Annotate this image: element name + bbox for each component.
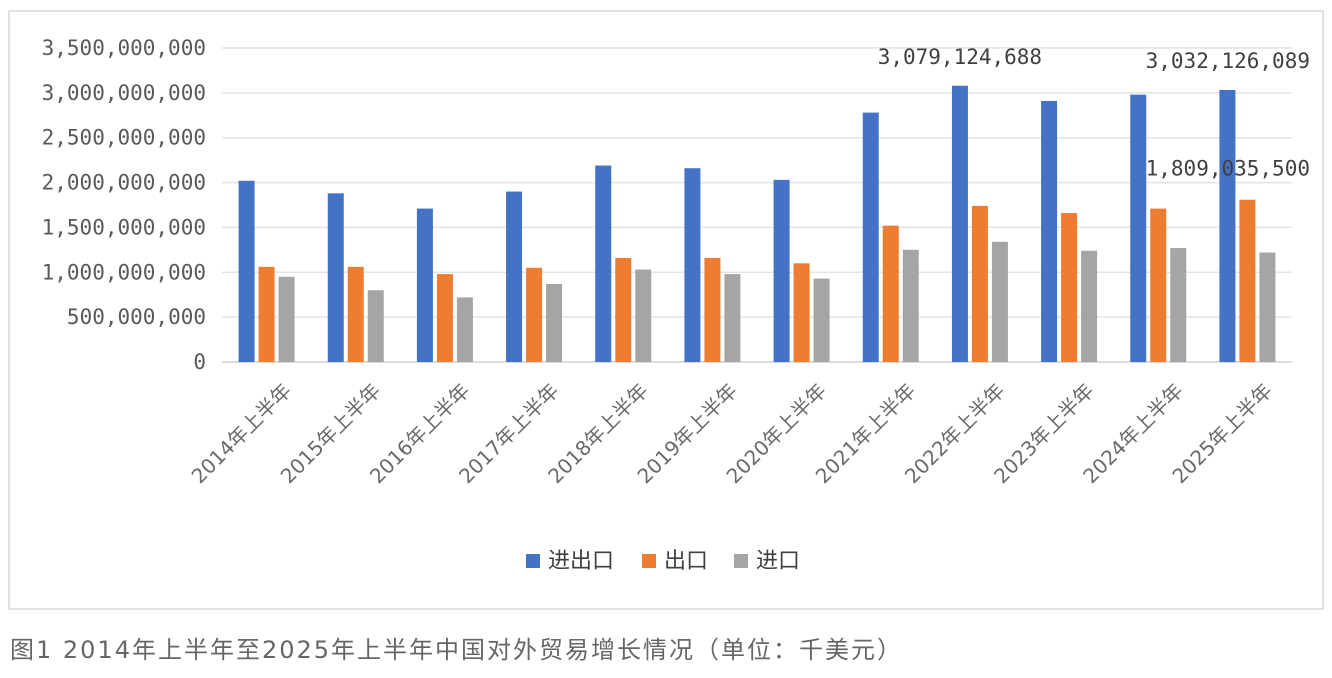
bar-export [615, 257, 632, 362]
data-label: 3,032,126,089 [1146, 49, 1310, 73]
y-tick-label: 500,000,000 [67, 305, 206, 329]
y-tick-label: 1,500,000,000 [42, 215, 206, 239]
data-label: 3,079,124,688 [878, 45, 1042, 69]
bar-import [546, 283, 563, 362]
bar-total [595, 165, 612, 362]
legend-swatch [642, 554, 656, 568]
y-tick-label: 1,000,000,000 [42, 260, 206, 284]
legend-label: 出口 [664, 549, 708, 574]
bar-import [1170, 248, 1187, 362]
bar-import [456, 297, 473, 362]
bar-import [991, 241, 1008, 362]
bar-import [902, 249, 919, 362]
legend-swatch [526, 554, 540, 568]
bar-total [951, 85, 968, 362]
bar-export [526, 267, 543, 362]
bar-export [793, 263, 810, 362]
bar-total [773, 179, 790, 362]
bar-export [258, 266, 275, 362]
bar-import [1081, 250, 1098, 362]
figure-caption: 图1 2014年上半年至2025年上半年中国对外贸易增长情况（单位：千美元） [10, 636, 904, 664]
bar-import [278, 276, 295, 362]
y-tick-label: 3,500,000,000 [42, 36, 206, 60]
chart-frame: 0 500,000,000 1,000,000,000 1,500,000,000 2,… [8, 10, 1324, 610]
bar-total [1130, 94, 1147, 362]
bar-export [882, 225, 899, 362]
bar-export [347, 266, 364, 362]
bar-import [367, 290, 384, 362]
bar-export [436, 274, 453, 362]
data-label: 1,809,035,500 [1146, 157, 1310, 181]
bar-total [506, 191, 523, 362]
bar-total [416, 208, 433, 362]
legend-label: 进出口 [548, 549, 614, 574]
bar-import [635, 269, 652, 362]
y-tick-label: 0 [193, 350, 206, 374]
bar-total [862, 112, 879, 362]
legend-label: 进口 [756, 549, 800, 574]
legend-swatch [734, 554, 748, 568]
y-tick-label: 2,000,000,000 [42, 171, 206, 195]
bar-total [1219, 89, 1236, 362]
bar-export [1239, 199, 1256, 362]
bar-total [238, 180, 255, 362]
y-tick-label: 3,000,000,000 [42, 81, 206, 105]
bar-import [724, 274, 741, 362]
bar-total [1041, 100, 1058, 362]
bar-total [684, 168, 701, 362]
bar-export [971, 205, 988, 362]
trade-bar-chart: 0 500,000,000 1,000,000,000 1,500,000,000 2,… [42, 36, 1310, 574]
bar-export [704, 257, 721, 362]
bar-export [1150, 208, 1167, 362]
bar-import [1259, 252, 1276, 362]
bar-export [1061, 213, 1078, 362]
bar-total [327, 193, 344, 362]
bar-import [813, 278, 830, 362]
y-tick-label: 2,500,000,000 [42, 126, 206, 150]
